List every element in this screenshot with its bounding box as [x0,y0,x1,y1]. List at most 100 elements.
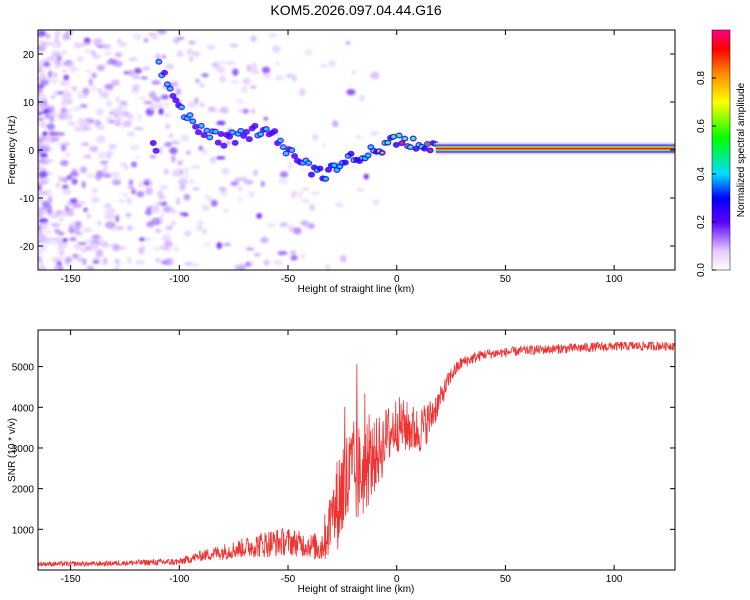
spectrogram-y-tick-label: -20 [20,242,35,253]
spectrogram-noise-blob [54,137,60,141]
spectrogram-noise-blob [142,65,151,71]
spectrogram-noise-blob [234,177,241,183]
spectrogram-noise-blob [50,95,56,99]
spectrogram-noise-blob [300,220,310,227]
spectrogram-noise-blob [121,192,129,197]
spectrogram-noise-blob [151,217,161,226]
spectrogram-ridge-blob [194,129,202,136]
snr-y-label: SNR (10 * v/v) [7,418,18,482]
spectrogram-noise-blob [95,124,106,131]
spectrogram-noise-blob [58,241,68,249]
spectrogram-noise-blob [60,101,69,106]
spectrogram-noise-blob [355,135,362,139]
spectrogram-noise-blob [148,91,157,99]
spectrogram-ridge-blob [316,165,324,172]
snr-y-tick-label: 5000 [12,363,35,374]
spectrogram-ridge-layer [149,58,440,182]
spectrogram-noise-blob [250,108,256,114]
spectrogram-noise-blob [79,166,88,174]
spectrogram-x-tick-label: -50 [281,274,296,285]
spectrogram-x-tick-label: -150 [61,274,81,285]
spectrogram-ridge-blob [149,139,157,146]
spectrogram-noise-blob [43,141,48,149]
spectrogram-noise-blob [256,213,263,219]
spectrogram-noise-blob [244,179,254,185]
spectrogram-noise-blob [47,237,58,246]
spectrogram-noise-blob [290,255,298,261]
spectrogram-noise-blob [163,101,170,108]
spectrogram-noise-blob [237,107,243,114]
spectrogram-noise-blob [134,126,144,131]
spectrogram-noise-blob [57,91,65,95]
spectrogram-noise-blob [38,249,43,256]
spectrogram-noise-blob [177,177,188,185]
spectrogram-noise-blob [140,76,148,80]
spectrogram-noise-blob [42,131,48,137]
spectrogram-y-tick-label: 20 [23,50,35,61]
spectrogram-noise-blob [223,242,232,247]
spectrogram-noise-blob [300,253,306,260]
spectrogram-noise-blob [52,77,57,85]
snr-y-ticks: 1000 2000 3000 4000 5000 [12,363,675,536]
spectrogram-x-label: Height of straight line (km) [298,284,415,295]
spectrogram-y-tick-label: 0 [28,146,34,157]
spectrogram-noise-blob [250,70,260,75]
spectrogram-noise-blob [237,198,244,202]
spectrogram-noise-blob [188,56,194,62]
spectrogram-noise-blob [239,176,248,182]
spectrogram-noise-blob [39,73,46,81]
spectrogram-noise-blob [71,86,78,92]
spectrogram-noise-blob [77,254,83,262]
spectrogram-noise-blob [118,41,128,48]
spectrogram-noise-blob [151,80,161,85]
spectrogram-noise-blob [232,68,239,77]
spectrogram-noise-blob [159,185,169,190]
spectrogram-noise-blob [71,178,78,185]
spectrogram-ridge-blob [192,123,200,130]
spectrogram-noise-blob [184,172,190,180]
spectrogram-noise-blob [145,190,152,194]
spectrogram-noise-blob [207,106,216,113]
spectrogram-ridge-core [306,161,311,165]
spectrogram-noise-blob [170,209,177,215]
spectrogram-noise-blob [83,49,93,53]
spectrogram-noise-blob [261,66,271,74]
spectrogram-noise-blob [60,107,68,115]
spectrogram-noise-blob [154,257,162,263]
spectrogram-noise-blob [77,91,82,100]
spectrogram-ridge-blob [291,152,299,159]
spectrogram-noise-blob [38,106,45,113]
spectrogram-noise-blob [45,33,51,39]
spectrogram-noise-blob [242,108,249,114]
spectrogram-noise-blob [90,195,100,204]
spectrogram-ridge-blob [307,171,315,178]
spectrogram-noise-blob [62,238,68,243]
spectrogram-noise-blob [133,67,142,74]
spectrogram-noise-blob [250,35,257,43]
snr-y-tick-label: 3000 [12,444,35,455]
spectrogram-noise-blob [171,81,179,88]
spectrogram-noise-blob [129,145,140,150]
spectrogram-noise-blob [62,33,71,40]
spectrogram-noise-blob [49,212,59,219]
spectrogram-noise-blob [304,49,313,56]
spectrogram-noise-blob [165,142,171,147]
spectrogram-noise-blob [369,131,380,136]
spectrogram-noise-blob [201,148,208,156]
spectrogram-noise-blob [103,50,113,56]
spectrogram-noise-blob [98,135,106,143]
spectrogram-noise-blob [83,207,88,213]
snr-x-tick-label: 100 [606,574,623,585]
spectrogram-ridge-peak [380,151,384,154]
spectrogram-noise-blob [108,111,115,115]
spectrogram-noise-blob [128,56,138,62]
spectrogram-noise-blob [219,75,227,84]
spectrogram-noise-blob [334,202,345,208]
spectrogram-noise-blob [154,228,162,234]
spectrogram-noise-blob [61,81,71,87]
spectrogram-noise-blob [62,187,72,196]
spectrogram-noise-layer [38,30,380,270]
spectrogram-noise-blob [201,73,209,78]
spectrogram-noise-blob [96,108,105,116]
